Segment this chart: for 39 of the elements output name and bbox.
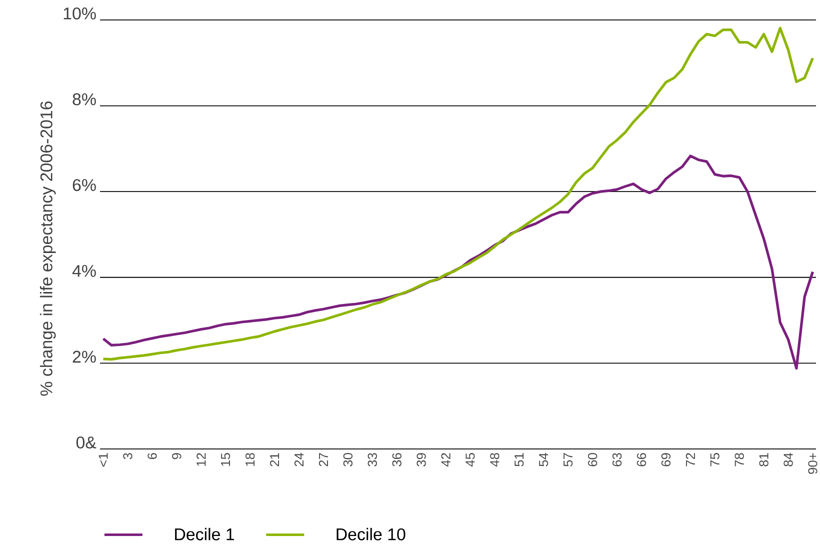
x-tick-label: 3 <box>123 453 132 460</box>
x-tick-label: 9 <box>172 453 182 460</box>
x-tick-label: 81 <box>759 453 768 466</box>
x-tick-label: 42 <box>441 453 450 467</box>
x-tick-label: <1 <box>98 453 108 467</box>
x-tick-label: 18 <box>245 453 255 466</box>
y-tick-label: 10% <box>64 7 96 20</box>
x-tick-label: 90+ <box>808 453 818 474</box>
x-tick-label: 72 <box>686 453 695 466</box>
x-tick-label: 12 <box>196 453 206 466</box>
x-tick-label: 33 <box>368 453 377 466</box>
y-axis-title: % change in life expectancy 2006-2016 <box>40 101 56 396</box>
x-tick-label: 45 <box>466 453 475 467</box>
x-tick-label: 27 <box>318 453 328 466</box>
x-tick-label: 24 <box>294 452 304 466</box>
x-tick-label: 66 <box>636 453 646 466</box>
y-tick-label: 4% <box>72 265 96 277</box>
x-tick-label: 48 <box>490 453 500 467</box>
x-tick-label: 15 <box>221 453 230 466</box>
x-tick-label: 78 <box>734 453 744 466</box>
x-tick-label: 57 <box>564 453 573 466</box>
x-tick-label: 51 <box>514 453 524 466</box>
x-tick-label: 21 <box>270 453 280 466</box>
y-tick-label: 0& <box>76 436 96 448</box>
x-tick-label: 69 <box>661 453 671 466</box>
x-tick-label: 36 <box>392 453 402 466</box>
x-tick-label: 6 <box>148 453 157 460</box>
x-tick-label: 60 <box>588 453 598 466</box>
x-tick-label: 39 <box>416 453 426 466</box>
x-tick-label: 84 <box>784 452 793 466</box>
x-tick-label: 54 <box>539 452 548 466</box>
x-tick-label: 75 <box>710 453 720 466</box>
x-tick-label: 30 <box>343 453 352 466</box>
y-tick-label: 2% <box>72 350 96 363</box>
y-tick-label: 6% <box>72 179 96 192</box>
legend-label: Decile 10 <box>336 528 406 540</box>
y-tick-label: 8% <box>72 93 96 106</box>
x-tick-label: 63 <box>612 453 622 466</box>
legend-label: Decile 1 <box>175 528 234 540</box>
